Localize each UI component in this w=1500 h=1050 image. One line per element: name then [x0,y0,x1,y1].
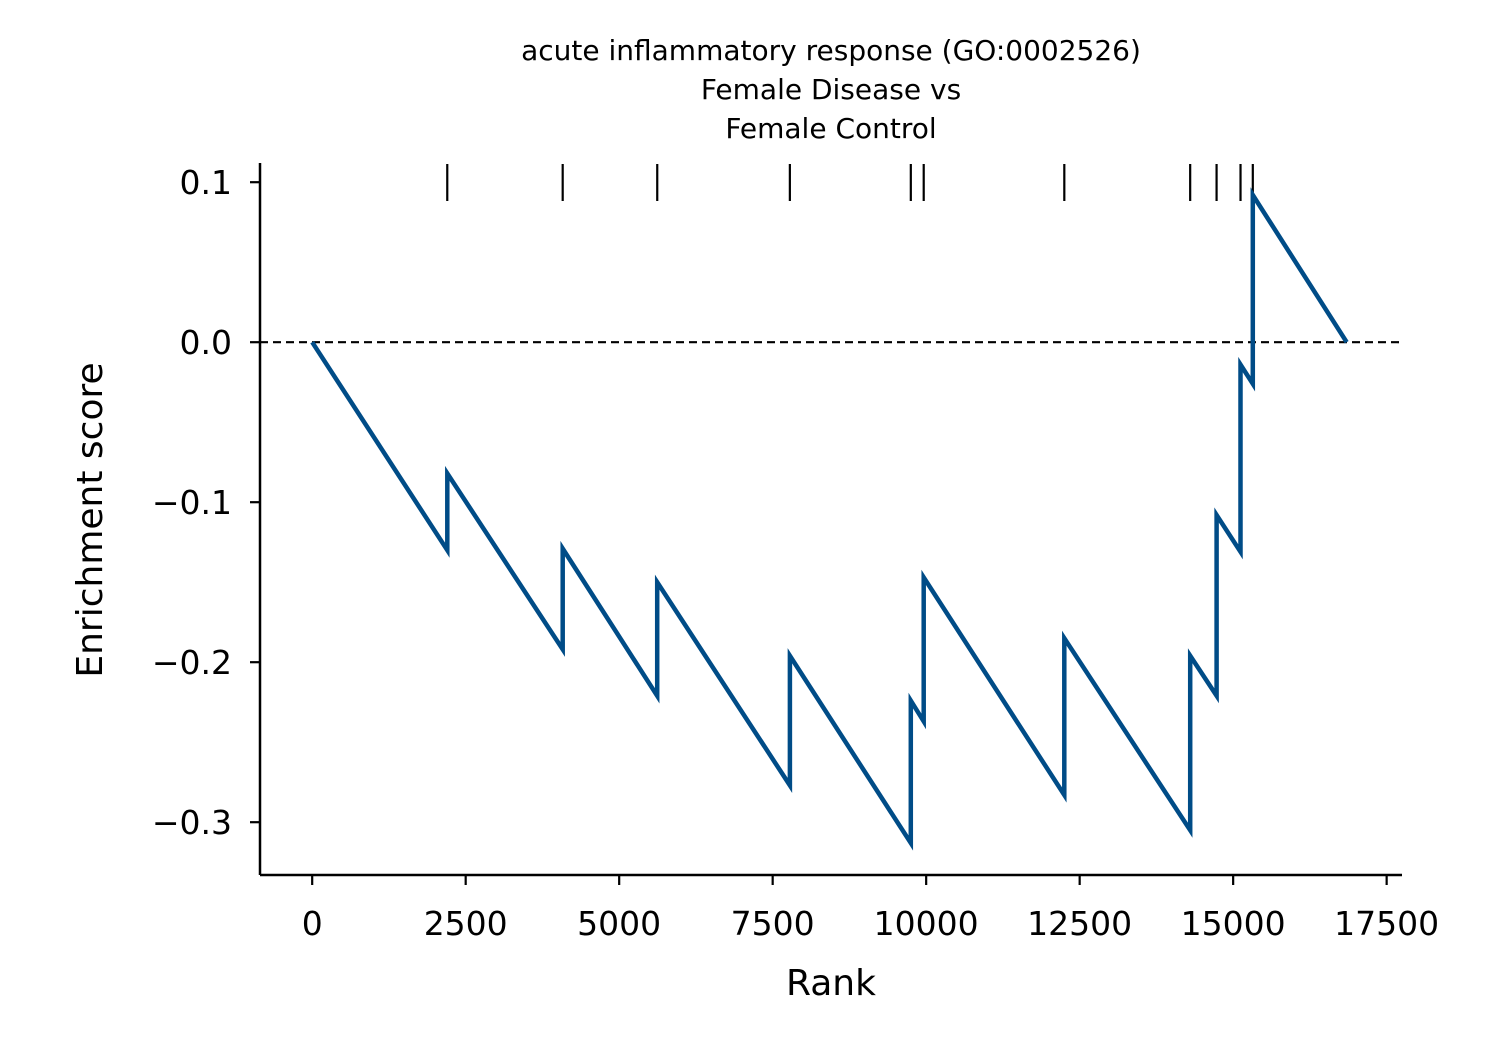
x-tick-label: 10000 [874,904,979,943]
x-axis-label: Rank [786,963,876,1004]
y-axis: 0.1 0.0 −0.1 −0.2 −0.3 [152,163,262,875]
y-axis-label: Enrichment score [70,362,111,677]
x-axis: 0 2500 5000 7500 10000 12500 15000 17500 [260,873,1439,943]
chart-title: acute inflammatory response (GO:0002526)… [521,34,1141,145]
x-tick-label: 5000 [577,904,661,943]
chart-title-line: Female Control [725,112,936,145]
enrichment-curve [310,187,1349,851]
y-tick-label: −0.1 [152,483,232,522]
y-tick-label: −0.2 [152,643,232,682]
y-tick-label: −0.3 [152,803,232,842]
chart-title-line: acute inflammatory response (GO:0002526) [521,34,1141,67]
x-tick-label: 0 [302,904,323,943]
x-tick-label: 15000 [1181,904,1286,943]
y-tick-label: 0.1 [180,163,232,202]
y-tick-label: 0.0 [180,323,232,362]
x-tick-label: 12500 [1027,904,1132,943]
chart-title-line: Female Disease vs [701,73,961,106]
x-tick-label: 7500 [731,904,815,943]
x-tick-label: 2500 [424,904,508,943]
x-tick-label: 17500 [1334,904,1439,943]
hit-markers [446,164,1254,201]
enrichment-line [310,187,1349,851]
